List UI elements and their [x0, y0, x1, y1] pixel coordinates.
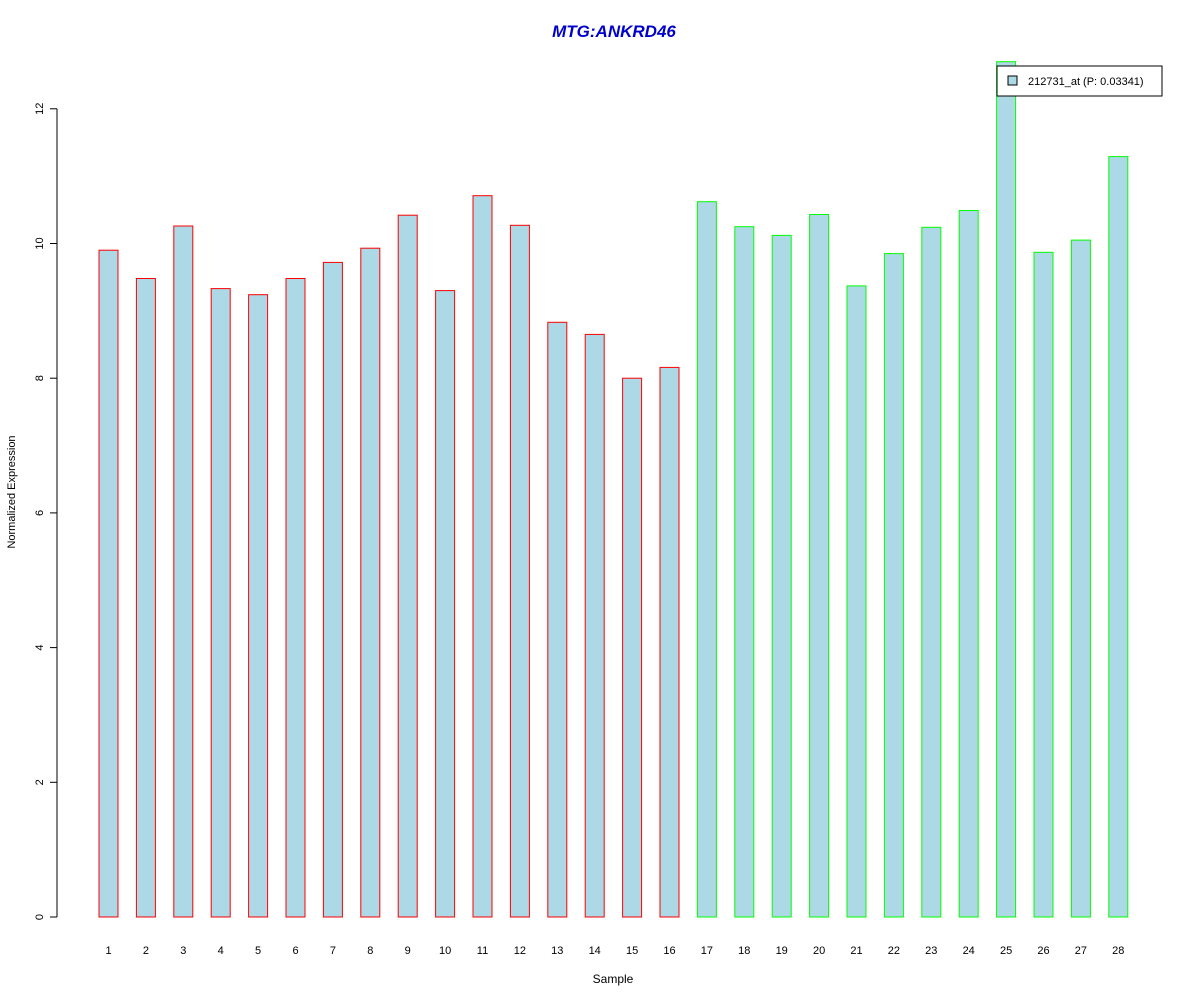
- bar-sample-11: [472, 195, 493, 918]
- bar-sample-1: [98, 249, 119, 918]
- bar-sample-5: [248, 294, 269, 918]
- x-tick-label: 10: [439, 945, 451, 957]
- bar-sample-25: [996, 61, 1017, 918]
- x-tick-labels: 1 2 3 4 5 6 7 8 9 10 11 12 13 14 15 16 17 18 19 20 21 22 23 24 2…: [105, 945, 1124, 957]
- x-tick-label: 5: [255, 945, 261, 957]
- legend-label: 212731_at (P: 0.03341): [1028, 76, 1144, 88]
- chart-title: MTG:ANKRD46: [552, 22, 676, 41]
- x-tick-label: 19: [776, 945, 788, 957]
- bar-sample-2: [135, 278, 156, 918]
- bar-sample-21: [846, 285, 867, 918]
- x-tick-label: 1: [105, 945, 111, 957]
- legend: 212731_at (P: 0.03341): [996, 65, 1163, 97]
- bar-sample-12: [509, 224, 530, 918]
- y-tick-label: 8: [34, 375, 46, 381]
- y-axis: 0 2 4 6 8 10 12: [34, 103, 58, 920]
- x-tick-label: 6: [292, 945, 298, 957]
- bar-sample-9: [397, 214, 418, 918]
- x-tick-label: 28: [1112, 945, 1124, 957]
- bar-sample-27: [1070, 239, 1091, 918]
- bar-sample-10: [435, 290, 456, 918]
- x-tick-label: 8: [367, 945, 373, 957]
- bar-sample-24: [958, 210, 979, 918]
- bar-sample-3: [173, 225, 194, 918]
- x-tick-label: 15: [626, 945, 638, 957]
- bar-sample-17: [696, 201, 717, 918]
- x-tick-label: 12: [514, 945, 526, 957]
- bar-sample-26: [1033, 251, 1054, 918]
- x-tick-label: 13: [551, 945, 563, 957]
- bar-sample-18: [734, 226, 755, 918]
- bar-sample-4: [210, 288, 231, 918]
- x-tick-label: 26: [1037, 945, 1049, 957]
- bar-sample-23: [921, 226, 942, 918]
- x-tick-label: 25: [1000, 945, 1012, 957]
- y-tick-label: 4: [34, 645, 46, 651]
- bar-sample-14: [584, 333, 605, 918]
- y-tick-label: 0: [34, 914, 46, 920]
- x-tick-label: 16: [663, 945, 675, 957]
- x-tick-label: 18: [738, 945, 750, 957]
- x-tick-label: 21: [850, 945, 862, 957]
- bar-sample-15: [622, 377, 643, 918]
- x-tick-label: 22: [888, 945, 900, 957]
- legend-swatch: [1007, 75, 1018, 86]
- bar-sample-7: [322, 261, 343, 918]
- y-tick-label: 2: [34, 779, 46, 785]
- x-tick-label: 14: [589, 945, 601, 957]
- x-tick-label: 17: [701, 945, 713, 957]
- x-axis-label: Sample: [593, 972, 634, 986]
- bars-group: [98, 61, 1129, 918]
- x-tick-label: 23: [925, 945, 937, 957]
- x-tick-label: 27: [1075, 945, 1087, 957]
- x-tick-label: 20: [813, 945, 825, 957]
- x-tick-label: 3: [180, 945, 186, 957]
- bar-sample-20: [809, 214, 830, 918]
- x-tick-label: 7: [330, 945, 336, 957]
- x-tick-label: 2: [143, 945, 149, 957]
- y-tick-label: 6: [34, 510, 46, 516]
- legend-box: [996, 65, 1163, 97]
- bar-sample-28: [1108, 156, 1129, 918]
- x-tick-label: 11: [477, 945, 488, 957]
- y-tick-label: 10: [34, 237, 46, 249]
- x-tick-label: 9: [405, 945, 411, 957]
- bar-sample-6: [285, 278, 306, 918]
- bar-sample-19: [771, 234, 792, 918]
- y-tick-label: 12: [34, 103, 46, 115]
- bar-sample-13: [547, 321, 568, 918]
- bar-sample-16: [659, 366, 680, 918]
- bar-sample-22: [883, 253, 904, 918]
- x-tick-label: 4: [218, 945, 224, 957]
- y-axis-label: Normalized Expression: [6, 435, 18, 548]
- bar-sample-8: [360, 247, 381, 918]
- x-tick-label: 24: [963, 945, 975, 957]
